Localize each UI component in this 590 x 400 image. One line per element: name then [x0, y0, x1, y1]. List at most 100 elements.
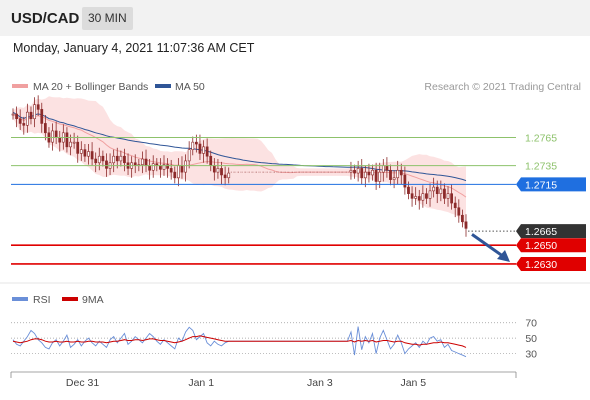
- candle-body: [119, 155, 123, 162]
- candle-body: [385, 165, 389, 171]
- candle-body: [198, 143, 202, 154]
- candle-body: [205, 146, 209, 157]
- level-label: 1.2735: [525, 161, 557, 173]
- candle-body: [76, 141, 80, 154]
- candle-body: [26, 111, 29, 126]
- chart-panel: Monday, January 4, 2021 11:07:36 AM CET: [0, 36, 590, 400]
- candle-body: [443, 188, 446, 199]
- symbol-title: USD/CAD: [11, 10, 80, 27]
- candle-body: [22, 123, 26, 126]
- candle-body: [51, 130, 54, 143]
- candle-body: [162, 164, 166, 170]
- candle-body: [18, 118, 22, 124]
- candle-body: [166, 164, 169, 169]
- chart-header: USD/CAD 30 MIN: [0, 0, 590, 36]
- candle-body: [65, 132, 69, 148]
- candle-body: [40, 109, 44, 124]
- candle-body: [43, 123, 47, 134]
- candle-body: [414, 196, 418, 199]
- candle-body: [159, 165, 162, 170]
- candle-body: [389, 169, 392, 180]
- candle-body: [173, 171, 177, 179]
- x-tick-label: Jan 1: [188, 377, 214, 389]
- candle-body: [97, 155, 101, 164]
- rsi-ma-line: [12, 335, 467, 348]
- candle-body: [90, 151, 94, 160]
- candle-body: [87, 151, 90, 157]
- candle-body: [216, 168, 220, 173]
- candle-body: [421, 193, 425, 201]
- candle-body: [169, 168, 173, 173]
- rsi-ma-legend-label: 9MA: [82, 294, 104, 306]
- time-axis: Dec 31 Jan 1 Jan 3 Jan 5: [10, 371, 517, 389]
- candle-body: [194, 141, 198, 145]
- candle-body: [367, 171, 371, 176]
- candle-body: [461, 214, 464, 223]
- ma50-legend-label: MA 50: [175, 81, 205, 93]
- candle-body: [123, 155, 126, 164]
- level-tag-support: [516, 238, 586, 253]
- ma20-legend-label: MA 20 + Bollinger Bands: [33, 81, 148, 93]
- candle-body: [399, 169, 403, 176]
- candle-body: [212, 165, 216, 173]
- candle-body: [151, 163, 155, 171]
- candle-body: [141, 158, 144, 165]
- rsi-tick-label: 70: [525, 318, 537, 330]
- level-label: 1.2650: [525, 240, 557, 252]
- candle-body: [202, 146, 205, 154]
- candle-body: [360, 168, 364, 179]
- candle-body: [439, 188, 443, 194]
- candle-body: [101, 155, 105, 162]
- candle-body: [381, 165, 385, 173]
- candle-body: [425, 193, 428, 199]
- candle-body: [79, 149, 83, 154]
- x-tick-label: Jan 3: [307, 377, 333, 389]
- candle-body: [177, 165, 180, 179]
- candle-body: [94, 158, 98, 164]
- candle-body: [105, 160, 108, 169]
- candle-body: [464, 221, 468, 229]
- rsi-legend-swatch: [12, 297, 28, 301]
- candle-body: [410, 193, 414, 199]
- candle-body: [363, 171, 367, 179]
- ma50-legend-swatch: [155, 84, 171, 88]
- rsi-legend: RSI 9MA: [12, 294, 104, 306]
- candle-body: [435, 186, 439, 194]
- candle-body: [356, 168, 360, 174]
- candle-body: [191, 141, 195, 150]
- rsi-chart: 30 50 70: [11, 318, 537, 361]
- candle-body: [407, 186, 410, 194]
- candle-body: [220, 168, 223, 176]
- candle-body: [428, 190, 432, 199]
- candle-body: [392, 177, 396, 180]
- candle-body: [83, 149, 87, 157]
- level-tag-support: [516, 256, 586, 271]
- timeframe-badge[interactable]: 30 MIN: [82, 7, 133, 30]
- candle-body: [29, 111, 33, 120]
- credit-label: Research © 2021 Trading Central: [424, 81, 581, 93]
- candle-body: [184, 160, 187, 173]
- chart-timestamp: Monday, January 4, 2021 11:07:36 AM CET: [13, 41, 255, 55]
- candle-body: [209, 155, 213, 166]
- candle-body: [33, 104, 36, 120]
- bollinger-band: [13, 96, 466, 228]
- level-label: 1.2630: [525, 259, 557, 271]
- price-legend: MA 20 + Bollinger Bands MA 50 Research ©…: [12, 81, 581, 93]
- candle-body: [371, 169, 374, 176]
- candle-body: [403, 174, 407, 188]
- candle-body: [353, 169, 356, 174]
- candle-body: [180, 165, 184, 173]
- forecast-arrow-head: [497, 249, 510, 262]
- candle-body: [187, 149, 191, 162]
- forecast-arrow-shaft: [471, 233, 505, 259]
- rsi-legend-label: RSI: [33, 294, 51, 306]
- x-tick-label: Dec 31: [66, 377, 99, 389]
- candle-body: [446, 193, 450, 199]
- candle-body: [148, 165, 151, 171]
- rsi-tick-label: 30: [525, 349, 537, 361]
- candle-body: [417, 196, 421, 201]
- x-tick-label: Jan 5: [400, 377, 426, 389]
- candle-body: [115, 155, 119, 162]
- ma20-legend-swatch: [12, 84, 28, 88]
